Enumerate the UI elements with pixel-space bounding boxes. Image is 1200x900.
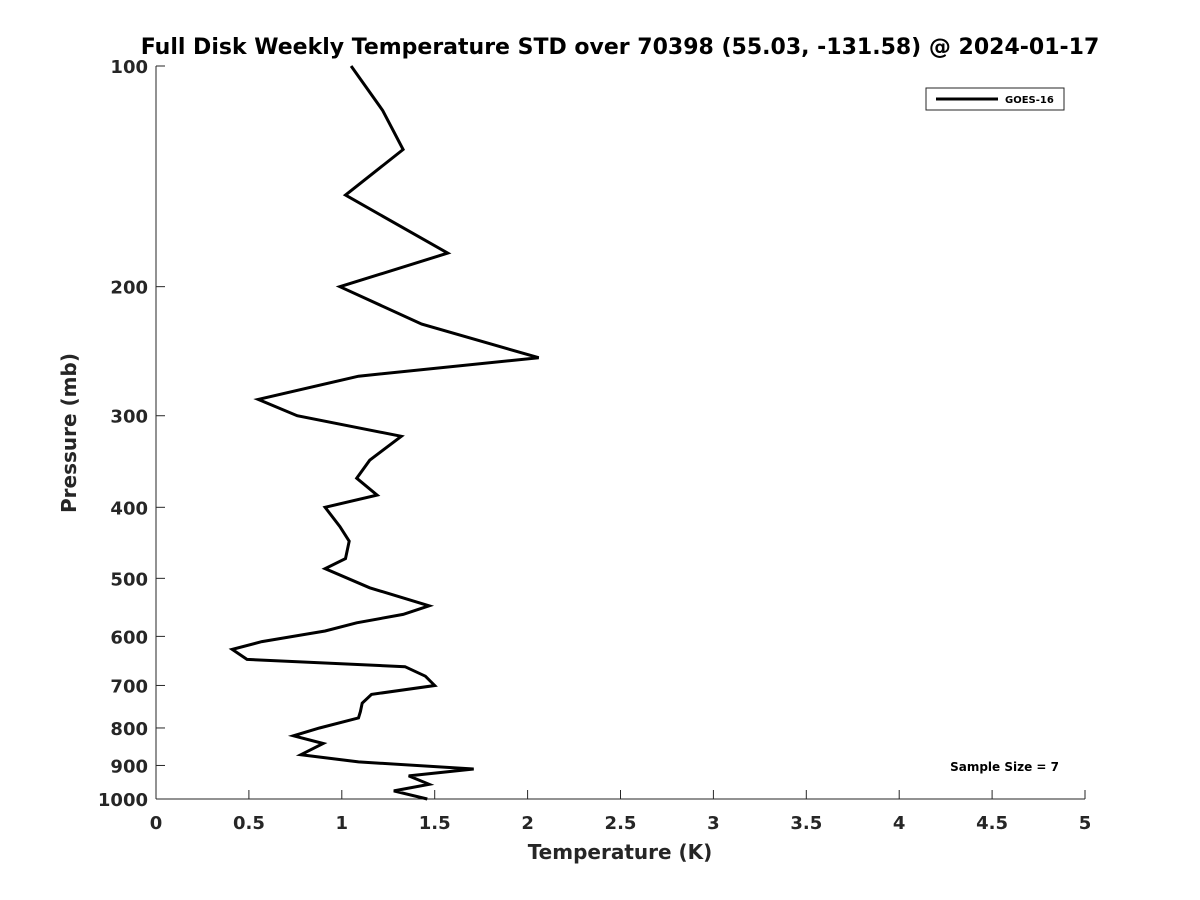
x-tick-label: 2.5: [605, 813, 637, 834]
x-tick-label: 5: [1079, 813, 1092, 834]
x-tick-label: 1.5: [419, 813, 451, 834]
x-ticks: 0 0.5 1 1.5 2 2.5 3 3.5 4 4.5 5: [150, 790, 1092, 834]
y-tick-label: 700: [110, 676, 148, 697]
x-tick-label: 3: [707, 813, 720, 834]
legend-label: GOES-16: [1005, 95, 1054, 106]
y-tick-label: 800: [110, 719, 148, 740]
x-tick-label: 1: [336, 813, 349, 834]
x-axis-title: Temperature (K): [528, 840, 713, 864]
x-tick-label: 4: [893, 813, 906, 834]
y-tick-label: 300: [110, 407, 148, 428]
y-tick-label: 500: [110, 569, 148, 590]
x-tick-label: 3.5: [790, 813, 822, 834]
y-tick-label: 600: [110, 627, 148, 648]
x-tick-label: 0: [150, 813, 163, 834]
series-line-goes-16: [228, 65, 540, 801]
x-tick-label: 2: [521, 813, 534, 834]
y-tick-label: 200: [110, 278, 148, 299]
y-tick-label: 1000: [98, 790, 148, 811]
y-tick-label: 900: [110, 756, 148, 777]
x-tick-label: 4.5: [976, 813, 1008, 834]
legend: GOES-16: [925, 87, 1065, 111]
chart-title: Full Disk Weekly Temperature STD over 70…: [141, 35, 1100, 60]
x-tick-label: 0.5: [233, 813, 265, 834]
y-tick-label: 100: [110, 57, 148, 78]
y-tick-label: 400: [110, 498, 148, 519]
plot-area: 0 0.5 1 1.5 2 2.5 3 3.5 4 4.5 5 100 200 300 400 500 600…: [98, 57, 1091, 834]
sample-size-annotation: Sample Size = 7: [950, 760, 1059, 774]
y-ticks: 100 200 300 400 500 600 700 800 900 1000: [98, 57, 165, 811]
y-axis-title: Pressure (mb): [57, 353, 81, 513]
